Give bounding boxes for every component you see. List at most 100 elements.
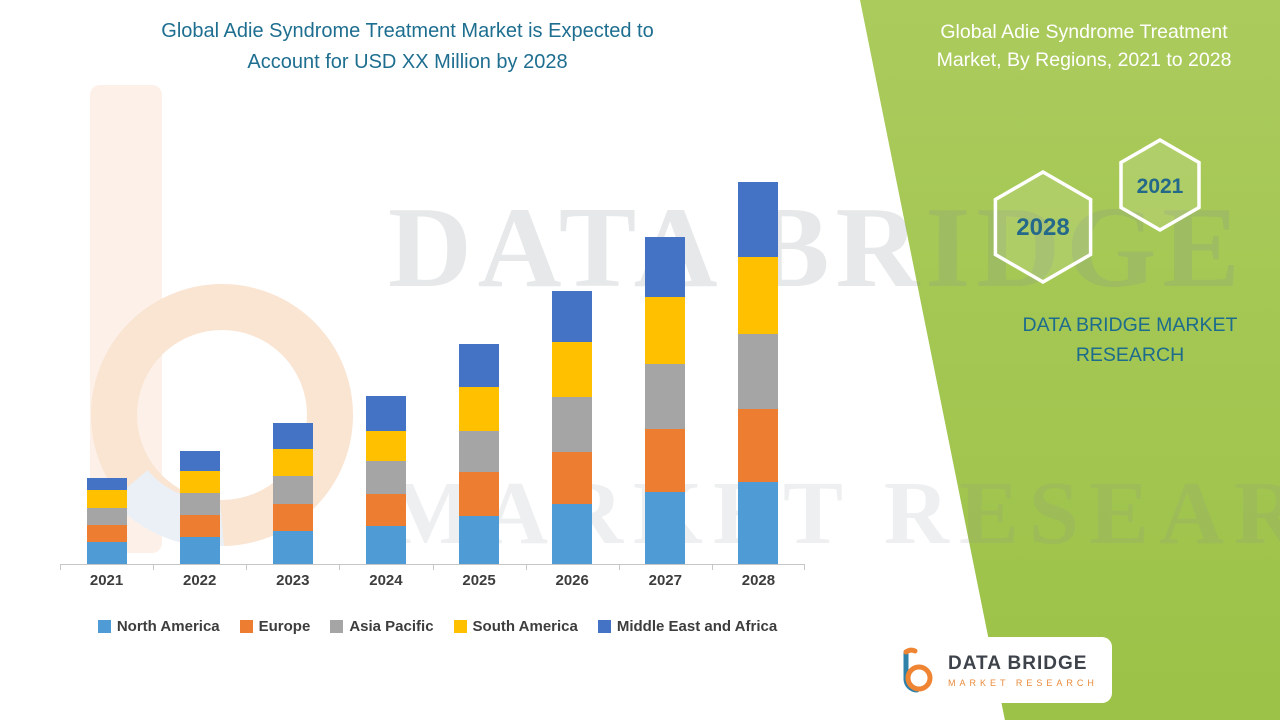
bar-segment-asia-pacific (738, 334, 779, 409)
bar-segment-north-america (272, 531, 313, 564)
watermark-text-line2: MARKET RESEARCH (388, 464, 1280, 563)
bar-segment-europe (738, 409, 779, 482)
legend-swatch (97, 620, 111, 633)
x-axis-label: 2024 (369, 572, 403, 589)
bar-segment-middle-east-and-africa (552, 291, 593, 342)
logo-name: DATA BRIDGE (948, 652, 1088, 674)
legend-item: Asia Pacific (330, 618, 434, 635)
bar-segment-north-america (179, 537, 220, 564)
bar-segment-asia-pacific (272, 476, 313, 504)
bar-column (153, 172, 246, 564)
bar-segment-north-america (365, 526, 406, 564)
axis-tick (618, 564, 620, 570)
chart-title-line1: Global Adie Syndrome Treatment Market is… (161, 20, 654, 42)
data-bridge-logo-icon (903, 647, 933, 693)
legend-item: South America (453, 618, 578, 635)
chart-title-line2: Account for USD XX Million by 2028 (247, 51, 568, 73)
bar-segment-middle-east-and-africa (459, 344, 500, 387)
bar-segment-middle-east-and-africa (179, 451, 220, 471)
axis-tick (525, 564, 527, 570)
bar-segment-europe (365, 494, 406, 526)
bar-segment-asia-pacific (459, 431, 500, 472)
bar-segment-middle-east-and-africa (86, 478, 127, 490)
bar-segment-europe (459, 472, 500, 516)
bar-segment-north-america (738, 482, 779, 564)
bar-segment-europe (645, 429, 686, 492)
bar-segment-middle-east-and-africa (272, 423, 313, 449)
axis-tick (711, 564, 713, 570)
legend-swatch (330, 620, 344, 633)
bar-column (712, 172, 805, 564)
stacked-bar (179, 451, 220, 564)
legend-swatch (453, 620, 467, 633)
stacked-bar (738, 182, 779, 564)
hexagon-2021-label: 2021 (1137, 175, 1184, 198)
bar-segment-south-america (86, 490, 127, 508)
axis-tick (246, 564, 248, 570)
legend-label: Asia Pacific (349, 618, 434, 635)
bar-segment-south-america (179, 471, 220, 493)
legend-item: Europe (239, 618, 311, 635)
legend-label: Middle East and Africa (616, 618, 778, 635)
bar-column (339, 172, 432, 564)
chart-area (60, 172, 805, 570)
stacked-bar (272, 423, 313, 564)
hexagon-2028 (993, 169, 1093, 285)
x-axis-label: 2023 (276, 572, 310, 589)
bar-column (246, 172, 339, 564)
bar-segment-south-america (738, 257, 779, 334)
axis-tick (153, 564, 155, 570)
bar-segment-asia-pacific (179, 493, 220, 515)
axis-tick (804, 564, 805, 570)
x-axis-label: 2026 (555, 572, 589, 589)
bar-segment-europe (272, 504, 313, 531)
side-panel-title-line2: Market, By Regions, 2021 to 2028 (936, 49, 1232, 72)
bar-segment-asia-pacific (86, 508, 127, 525)
bar-segment-asia-pacific (365, 461, 406, 494)
legend-swatch (239, 620, 253, 633)
bar-column (60, 172, 153, 564)
legend-label: Europe (258, 618, 311, 635)
legend-item: Middle East and Africa (597, 618, 778, 635)
bar-segment-south-america (365, 431, 406, 461)
bar-column (526, 172, 619, 564)
bar-segment-south-america (645, 297, 686, 364)
axis-tick (60, 564, 61, 570)
x-axis-label: 2022 (183, 572, 217, 589)
x-axis-label: 2025 (462, 572, 496, 589)
bars-row (60, 172, 805, 564)
bar-segment-north-america (552, 504, 593, 564)
bar-segment-asia-pacific (645, 364, 686, 429)
brand-text-line2: RESEARCH (1075, 344, 1185, 367)
bar-segment-north-america (645, 492, 686, 564)
logo-text: DATA BRIDGE MARKET RESEARCH (948, 653, 1098, 688)
watermark-text-line1: DATA BRIDGE (388, 184, 1246, 312)
bar-segment-asia-pacific (552, 397, 593, 452)
bar-segment-europe (179, 515, 220, 537)
side-panel-title: Global Adie Syndrome Treatment Market, B… (898, 18, 1270, 75)
stacked-bar (552, 291, 593, 564)
bar-segment-middle-east-and-africa (645, 237, 686, 297)
bar-segment-europe (86, 525, 127, 542)
axis-tick (339, 564, 341, 570)
side-panel-title-line1: Global Adie Syndrome Treatment (940, 21, 1228, 43)
legend-item: North America (97, 618, 220, 635)
legend-label: South America (472, 618, 578, 635)
stacked-bar (645, 237, 686, 564)
bar-segment-north-america (86, 542, 127, 564)
x-axis-label: 2028 (741, 572, 776, 589)
x-axis-label: 2021 (89, 572, 124, 589)
stacked-bar (459, 344, 500, 564)
bar-segment-south-america (459, 387, 500, 431)
bar-segment-middle-east-and-africa (365, 396, 406, 431)
legend: North America Europe Asia Pacific South Ame… (55, 618, 820, 635)
bar-segment-middle-east-and-africa (738, 182, 779, 257)
stacked-bar (365, 396, 406, 564)
bar-segment-europe (552, 452, 593, 504)
logo-subtitle: MARKET RESEARCH (948, 677, 1098, 688)
brand-text: DATA BRIDGE MARKET RESEARCH (995, 310, 1265, 370)
brand-text-line1: DATA BRIDGE MARKET (1022, 314, 1238, 336)
legend-swatch (597, 620, 611, 633)
stacked-bar (86, 478, 127, 564)
